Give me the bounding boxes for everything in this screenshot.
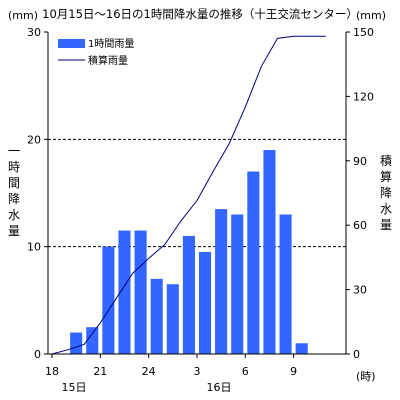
bar: [102, 246, 115, 354]
right-axis-label-char: 積: [380, 153, 392, 168]
x-axis-unit: (時): [356, 370, 376, 383]
x-tick-label: 18: [45, 365, 59, 378]
left-axis-label-char: 水: [8, 208, 20, 222]
y-tick-label: 20: [27, 133, 41, 146]
bar: [295, 343, 308, 354]
right-axis-label-char: 算: [380, 169, 392, 184]
y-tick-label: 30: [27, 26, 41, 39]
legend-bar-swatch: [58, 39, 85, 48]
x-tick-label: 3: [193, 365, 200, 378]
x-tick-label: 24: [142, 365, 156, 378]
left-axis-unit: (mm): [8, 9, 38, 22]
legend-line-label: 積算雨量: [88, 54, 128, 67]
y-tick-label: 10: [27, 241, 41, 254]
left-axis-label-char: 一: [8, 144, 20, 158]
bar: [118, 230, 131, 354]
bar: [231, 214, 244, 354]
bar: [86, 327, 99, 354]
x-tick-label: 9: [290, 365, 297, 378]
bar: [215, 209, 228, 354]
right-axis-label-char: 水: [380, 202, 392, 216]
y-tick-label-right: 0: [353, 348, 360, 361]
left-axis-label-char: 量: [8, 224, 20, 238]
left-axis-label-char: 時: [8, 160, 20, 174]
bar: [166, 284, 179, 354]
date-labels: 15日 16日: [62, 381, 232, 394]
x-tick-label: 21: [93, 365, 107, 378]
left-axis-label-char: 間: [8, 176, 20, 190]
date-label: 15日: [62, 381, 87, 394]
plot-area: [48, 32, 346, 354]
y-tick-label-right: 90: [353, 155, 367, 168]
bar: [182, 235, 195, 354]
bar: [247, 171, 260, 354]
date-label: 16日: [206, 381, 231, 394]
right-axis-ticks: 0 30 60 90 120 150: [346, 26, 374, 361]
x-axis-ticks: 18 21 24 3 6 9: [45, 354, 297, 378]
legend-bar-label: 1時間雨量: [88, 38, 134, 50]
y-tick-label-right: 60: [353, 219, 367, 232]
bar: [279, 214, 292, 354]
y-tick-label-right: 150: [353, 26, 374, 39]
left-axis-label-char: 降: [8, 192, 20, 206]
bar: [263, 150, 276, 354]
bar: [150, 278, 163, 354]
bar: [70, 332, 83, 354]
bar-series: [70, 150, 308, 354]
cumulative-line: [51, 35, 326, 355]
right-axis-label-char: 量: [380, 218, 392, 232]
right-axis-unit: (mm): [356, 9, 386, 22]
legend: 1時間雨量 積算雨量: [58, 38, 134, 67]
right-axis-label-char: 降: [380, 186, 392, 200]
y-tick-label-right: 120: [353, 90, 374, 103]
y-tick-label: 0: [34, 348, 41, 361]
bar: [198, 252, 212, 354]
y-tick-label-right: 30: [353, 284, 367, 297]
x-tick-label: 6: [242, 365, 249, 378]
chart-title: 10月15日～16日の1時間降水量の推移（十王交流センター）: [42, 7, 358, 21]
left-axis-ticks: 0 10 20 30: [27, 26, 48, 361]
bar: [134, 230, 147, 354]
